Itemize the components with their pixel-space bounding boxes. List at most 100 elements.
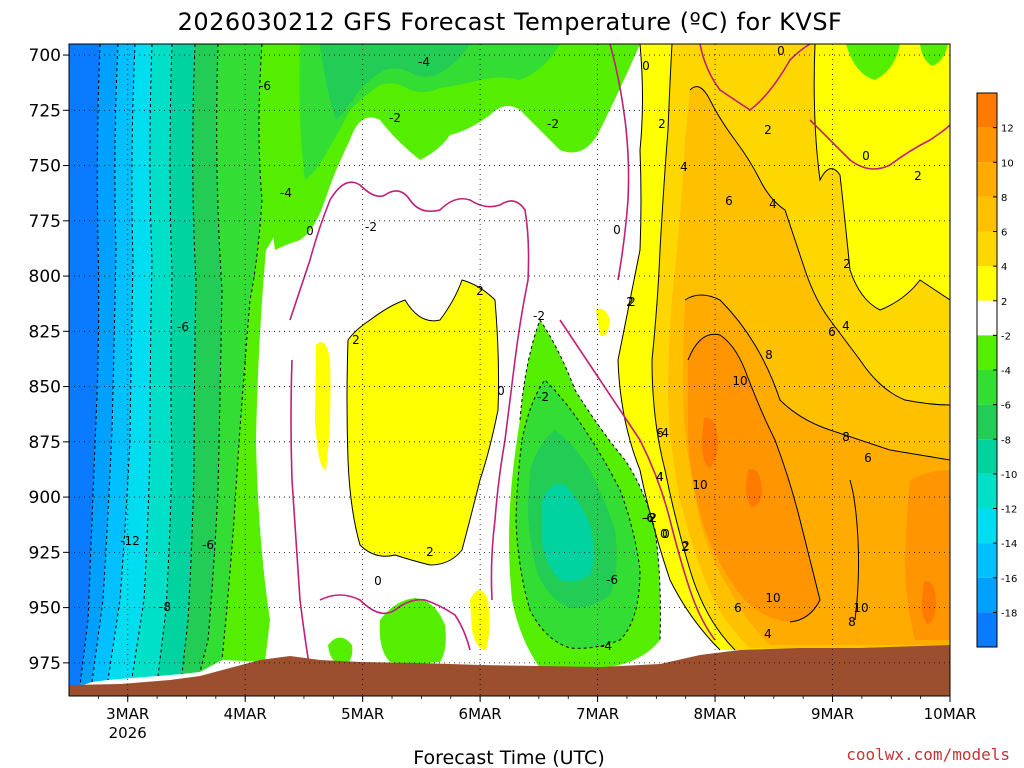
colorbar-band-6: [977, 300, 997, 336]
colorbar-label-4: 4: [1001, 262, 1007, 273]
contour-label-31: 4: [656, 470, 664, 484]
contour-label-43: 4: [842, 319, 850, 333]
colorbar-label-10: -10: [1001, 470, 1017, 481]
y-tick-label-4: 800: [29, 267, 61, 287]
y-tick-label-0: 700: [29, 46, 61, 66]
colorbar-label-0: 12: [1001, 124, 1014, 135]
x-tick-label-5: 8MAR: [693, 705, 736, 723]
y-tick-label-8: 900: [29, 488, 61, 508]
band-minus-10: [158, 44, 196, 676]
x-tick-label-7: 10MAR: [924, 705, 977, 723]
contour-dashed-9: [519, 318, 661, 641]
contour-label-23: -6: [202, 538, 214, 552]
contour-label-8: 0: [642, 59, 650, 73]
contour-label-33: 4: [680, 160, 688, 174]
green-blob-a: [379, 598, 446, 664]
y-tick-label-3: 775: [29, 212, 61, 232]
credit-text: coolwx.com/models: [846, 745, 1010, 764]
contour-label-20: -6: [606, 573, 618, 587]
colorbar-band-15: [977, 612, 997, 647]
contour-label-38: 4: [769, 197, 777, 211]
upper-cool-bands: [262, 44, 640, 250]
contour-label-25: 2: [426, 545, 434, 559]
contour-label-49: 6: [864, 451, 872, 465]
contour-solid-4: [689, 86, 950, 406]
contour-dashed-2: [91, 44, 119, 683]
colorbar-label-12: -14: [1001, 539, 1017, 550]
band-minus-12: [132, 44, 172, 678]
contour-label-7: 0: [777, 44, 785, 58]
warm-plus-12b: [745, 469, 762, 507]
band-minus-20: [69, 44, 100, 690]
contour-label-12: 2: [914, 169, 922, 183]
green-blob-b: [328, 637, 353, 665]
contour-label-44: 8: [842, 430, 850, 444]
contour-label-3: -4: [280, 186, 292, 200]
contour-solid-5: [684, 294, 950, 461]
contour-label-26: -2: [645, 511, 657, 525]
y-tick-label-5: 825: [29, 322, 61, 342]
contour-dashed-7: [199, 44, 223, 673]
freezing-line-5: [809, 119, 950, 170]
contour-label-30: 2: [682, 539, 690, 553]
contour-label-4: -2: [547, 117, 559, 131]
contour-label-42: 6: [828, 325, 836, 339]
contour-label-13: -6: [177, 320, 189, 334]
contour-dashed-6: [181, 44, 197, 675]
colorbar-label-14: -18: [1001, 608, 1017, 619]
colorbar-band-1: [977, 127, 997, 163]
x-axis-label: Forecast Time (UTC): [413, 747, 604, 768]
colorbar-band-13: [977, 543, 997, 578]
contour-label-6: -2: [365, 220, 377, 234]
contour-label-51: 10: [692, 478, 707, 492]
colorbar-band-2: [977, 162, 997, 197]
contour-dashed-3: [107, 44, 136, 681]
contour-label-19: -4: [600, 639, 612, 653]
freezing-line-6: [559, 319, 716, 641]
contour-label-47: 0: [660, 527, 668, 541]
contour-label-35: 2: [843, 257, 851, 271]
colorbar-label-2: 8: [1001, 193, 1007, 204]
contour-solid-8: [849, 479, 860, 621]
warm-plus-10b: [905, 470, 950, 640]
colorbar-band-11: [977, 473, 997, 509]
colorbar-label-8: -6: [1001, 401, 1011, 412]
contour-label-11: 2: [764, 123, 772, 137]
contour-label-18: 0: [497, 384, 505, 398]
colorbar-band-5: [977, 266, 997, 301]
contour-label-10: 2: [658, 117, 666, 131]
y-tick-label-9: 925: [29, 543, 61, 563]
warm-plus-12a: [702, 417, 718, 468]
y-axis: 700 725 750 775 800 825 850 875 900 925 950 975: [29, 46, 69, 674]
colorbar-band-4: [977, 231, 997, 267]
warm-advection: [618, 44, 950, 650]
contour-label-29: -4: [657, 426, 669, 440]
x-tick-label-2: 5MAR: [341, 705, 384, 723]
small-yellow-2: [596, 308, 610, 336]
freezing-contours: [289, 44, 950, 671]
colorbar-band-10: [977, 439, 997, 474]
contour-label-52: 8: [848, 615, 856, 629]
contour-label-54: 6: [734, 601, 742, 615]
contour-dashed-4: [131, 44, 153, 679]
contour-dashed-5: [157, 44, 173, 677]
contour-solid-1: [346, 279, 500, 566]
cold-pocket: [509, 320, 661, 669]
contour-label-1: -6: [259, 79, 271, 93]
colorbar-label-9: -8: [1001, 435, 1011, 446]
colorbar-band-0: [977, 93, 997, 128]
contour-label-45: 10: [853, 601, 868, 615]
contour-label-48: 2: [681, 540, 689, 554]
midlevel-yellow: [347, 280, 499, 565]
contour-dashed-1: [79, 44, 101, 687]
freezing-line-4: [699, 44, 811, 111]
contour-solid-2: [617, 44, 721, 651]
colorbar-label-3: 6: [1001, 228, 1007, 239]
x-tick-label-3: 6MAR: [459, 705, 502, 723]
x-tick-label-6: 9MAR: [811, 705, 854, 723]
colorbar-band-14: [977, 577, 997, 613]
